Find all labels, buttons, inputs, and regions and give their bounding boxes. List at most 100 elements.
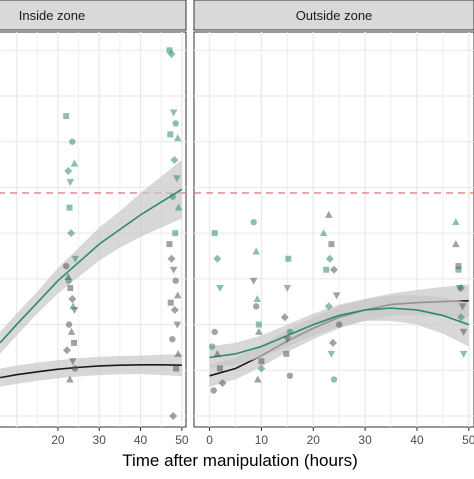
gray-point (455, 263, 462, 270)
gray-point (166, 241, 173, 248)
green-point (172, 230, 179, 237)
green-fit-ribbon (209, 295, 469, 369)
green-point (211, 230, 218, 237)
gray-point (173, 321, 182, 329)
green-point (64, 166, 73, 175)
gray-point (67, 285, 74, 292)
facet-title: Inside zone (19, 8, 86, 23)
gray-point (169, 266, 178, 274)
green-point (71, 255, 80, 263)
green-fit-ribbon (0, 160, 182, 354)
x-tick-label: 20 (51, 433, 65, 447)
green-point (286, 328, 294, 336)
gray-point (286, 372, 294, 379)
gray-point (210, 387, 217, 394)
green-point (455, 285, 464, 293)
gray-point (253, 375, 262, 383)
gray-point (283, 336, 292, 344)
green-point (167, 131, 174, 138)
green-point (330, 376, 338, 383)
gray-point (170, 305, 179, 314)
gray-point (283, 350, 290, 357)
green-point (324, 302, 333, 311)
facet-title: Outside zone (296, 8, 373, 23)
gray-point (167, 299, 174, 306)
green-point (457, 313, 466, 322)
gray-point (68, 358, 77, 366)
gray-point (174, 349, 182, 357)
gray-point (249, 277, 258, 285)
x-tick-label: 40 (410, 433, 424, 447)
facet-strip (193, 0, 474, 31)
green-point (69, 138, 76, 145)
green-point (285, 255, 292, 262)
gray-point (173, 365, 180, 372)
gray-point (328, 241, 335, 248)
gray-point (66, 375, 74, 383)
green-point (216, 285, 224, 293)
gray-point (211, 328, 218, 336)
green-point (66, 178, 75, 186)
green-point (452, 218, 460, 226)
gray-point (332, 292, 341, 300)
green-point (167, 49, 176, 58)
green-point (455, 266, 462, 273)
gray-point (328, 338, 337, 347)
green-point (170, 156, 179, 165)
gray-point (67, 327, 76, 335)
gray-point (255, 327, 263, 335)
green-point (459, 350, 468, 358)
green-point (173, 134, 182, 142)
x-tick-label: 40 (134, 433, 148, 447)
black-fit-line (0, 364, 182, 379)
gray-point (71, 339, 78, 346)
x-tick-label: 30 (93, 433, 107, 447)
gray-point (63, 346, 72, 355)
x-tick-label: 10 (255, 433, 269, 447)
x-tick-label: 50 (462, 433, 474, 447)
gray-point (459, 328, 468, 336)
green-point (257, 364, 266, 373)
gray-point (173, 291, 182, 299)
green-point (283, 285, 292, 293)
green-point (65, 277, 72, 284)
gray-point (65, 321, 73, 328)
gray-point (216, 365, 223, 372)
green-point (327, 350, 336, 358)
green-point (169, 193, 176, 200)
gray-point (330, 265, 338, 274)
gray-point (172, 277, 179, 284)
green-fit-line (0, 188, 183, 344)
gray-point (258, 358, 265, 365)
green-point (173, 175, 181, 183)
green-point (323, 266, 330, 273)
gray-point (167, 254, 176, 263)
gray-point (458, 303, 467, 311)
green-point (255, 321, 262, 328)
panel-outside-zone: Outside zone 0 10 20 30 40 50 (193, 0, 474, 447)
gray-point (62, 262, 70, 270)
gray-point (68, 294, 77, 303)
green-point (70, 159, 79, 167)
x-axis-title: Time after manipulation (hours) (122, 451, 358, 470)
green-fit-line (209, 307, 470, 359)
green-point (253, 294, 262, 302)
gray-point (452, 240, 460, 248)
green-point (166, 47, 173, 54)
gray-point (71, 365, 79, 372)
facet-strip (0, 0, 187, 31)
green-point (319, 229, 328, 237)
green-point (213, 254, 222, 263)
x-tick-label: 30 (358, 433, 372, 447)
green-point (208, 343, 216, 350)
x-tick-label: 20 (307, 433, 321, 447)
gray-point (280, 313, 289, 322)
gray-point (325, 210, 333, 218)
green-point (172, 120, 179, 127)
gray-point (169, 412, 178, 421)
x-tick-label: 50 (175, 433, 189, 447)
gray-point (169, 336, 176, 343)
x-tick-label: 0 (206, 433, 213, 447)
gray-point (213, 349, 222, 357)
